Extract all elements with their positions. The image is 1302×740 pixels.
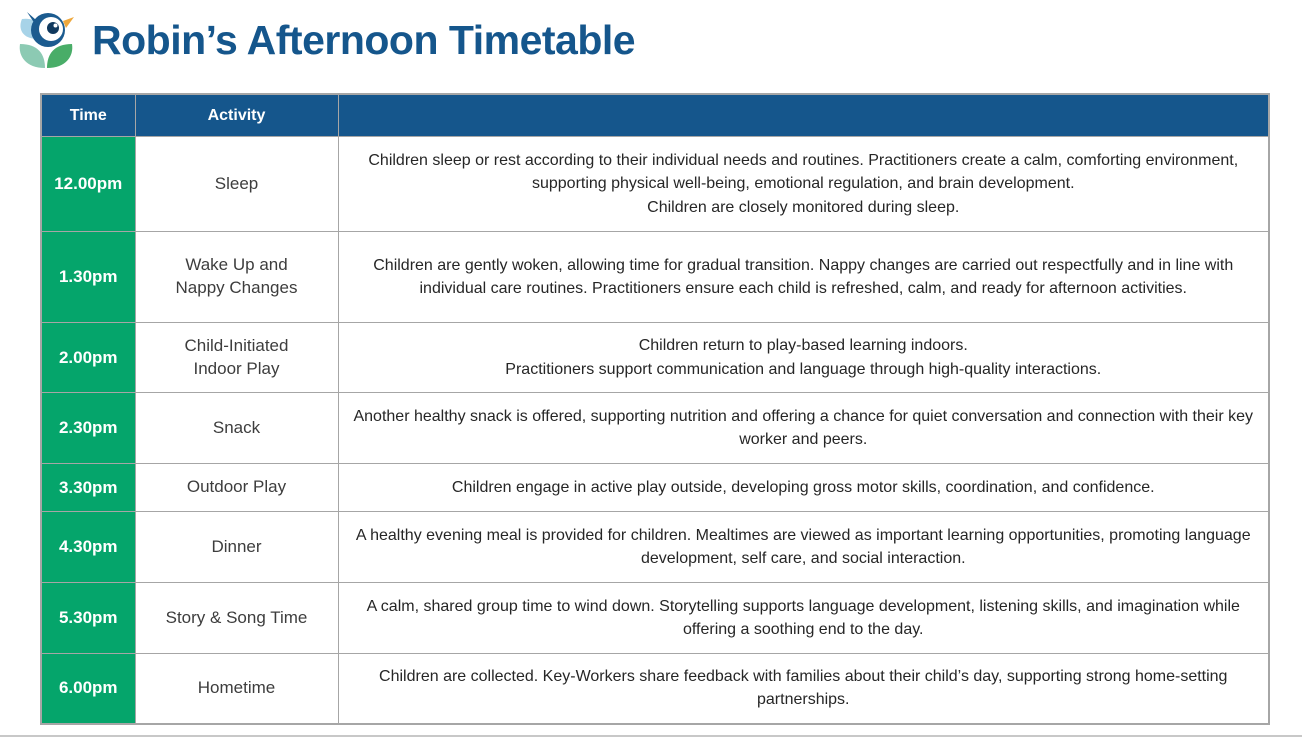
robin-logo-icon xyxy=(14,8,78,72)
table-row: 3.30pm Outdoor Play Children engage in a… xyxy=(40,463,1270,512)
table-row: 2.30pm Snack Another healthy snack is of… xyxy=(40,392,1270,464)
time-cell: 12.00pm xyxy=(40,136,136,232)
description-cell: Children are gently woken, allowing time… xyxy=(337,231,1270,323)
activity-cell: Wake Up and Nappy Changes xyxy=(134,231,339,323)
col-header-description xyxy=(337,93,1270,137)
table-row: 5.30pm Story & Song Time A calm, shared … xyxy=(40,582,1270,654)
description-cell: Children return to play-based learning i… xyxy=(337,322,1270,393)
time-cell: 6.00pm xyxy=(40,653,136,724)
description-cell: A healthy evening meal is provided for c… xyxy=(337,511,1270,583)
page-header: Robin’s Afternoon Timetable xyxy=(14,8,636,72)
page-title: Robin’s Afternoon Timetable xyxy=(92,17,636,63)
table-row: 1.30pm Wake Up and Nappy Changes Childre… xyxy=(40,231,1270,323)
activity-cell: Outdoor Play xyxy=(134,463,339,512)
activity-cell: Dinner xyxy=(134,511,339,583)
col-header-activity: Activity xyxy=(134,93,339,137)
activity-cell: Child-Initiated Indoor Play xyxy=(134,322,339,393)
time-cell: 3.30pm xyxy=(40,463,136,512)
activity-cell: Story & Song Time xyxy=(134,582,339,654)
bottom-divider xyxy=(0,735,1302,737)
description-cell: Children engage in active play outside, … xyxy=(337,463,1270,512)
time-cell: 2.00pm xyxy=(40,322,136,393)
table-row: 6.00pm Hometime Children are collected. … xyxy=(40,653,1270,724)
time-cell: 2.30pm xyxy=(40,392,136,464)
time-cell: 5.30pm xyxy=(40,582,136,654)
description-cell: A calm, shared group time to wind down. … xyxy=(337,582,1270,654)
description-cell: Children sleep or rest according to thei… xyxy=(337,136,1270,232)
table-row: 2.00pm Child-Initiated Indoor Play Child… xyxy=(40,322,1270,393)
col-header-time: Time xyxy=(40,93,136,137)
timetable: Time Activity 12.00pm Sleep Children sle… xyxy=(40,93,1270,725)
activity-cell: Sleep xyxy=(134,136,339,232)
description-cell: Children are collected. Key-Workers shar… xyxy=(337,653,1270,724)
table-row: 4.30pm Dinner A healthy evening meal is … xyxy=(40,511,1270,583)
time-cell: 4.30pm xyxy=(40,511,136,583)
activity-cell: Snack xyxy=(134,392,339,464)
time-cell: 1.30pm xyxy=(40,231,136,323)
description-cell: Another healthy snack is offered, suppor… xyxy=(337,392,1270,464)
table-row: 12.00pm Sleep Children sleep or rest acc… xyxy=(40,136,1270,232)
table-header-row: Time Activity xyxy=(40,93,1270,137)
activity-cell: Hometime xyxy=(134,653,339,724)
